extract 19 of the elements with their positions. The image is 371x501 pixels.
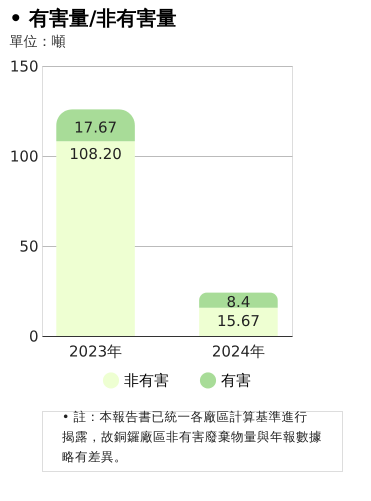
data-label: 15.67 [216,312,260,330]
legend-label: 有害 [221,371,251,390]
data-label: 17.67 [74,118,118,136]
chart-subtitle: 單位：噸 [9,34,66,50]
x-tick-label: 2023年 [68,342,122,360]
bar [199,308,278,336]
y-tick-label: 150 [10,58,38,76]
text: • 註：本報告書已統一各廠區計算基準進行揭露，故銅鑼廠區非有害廢棄物量與年報數據略有差異。 [62,409,322,464]
y-tick-label: 50 [19,238,38,256]
x-tick-label: 2024年 [212,342,266,360]
bar [56,109,135,142]
data-label: 108.20 [69,145,122,164]
bar [56,141,135,336]
data-label: 8.4 [226,293,250,312]
y-tick-label: 100 [10,148,38,166]
y-tick-label: 0 [28,328,38,346]
legend-label: 非有害 [124,371,169,390]
chart-title: • 有害量/非有害量 [9,6,176,30]
bar [199,292,278,308]
